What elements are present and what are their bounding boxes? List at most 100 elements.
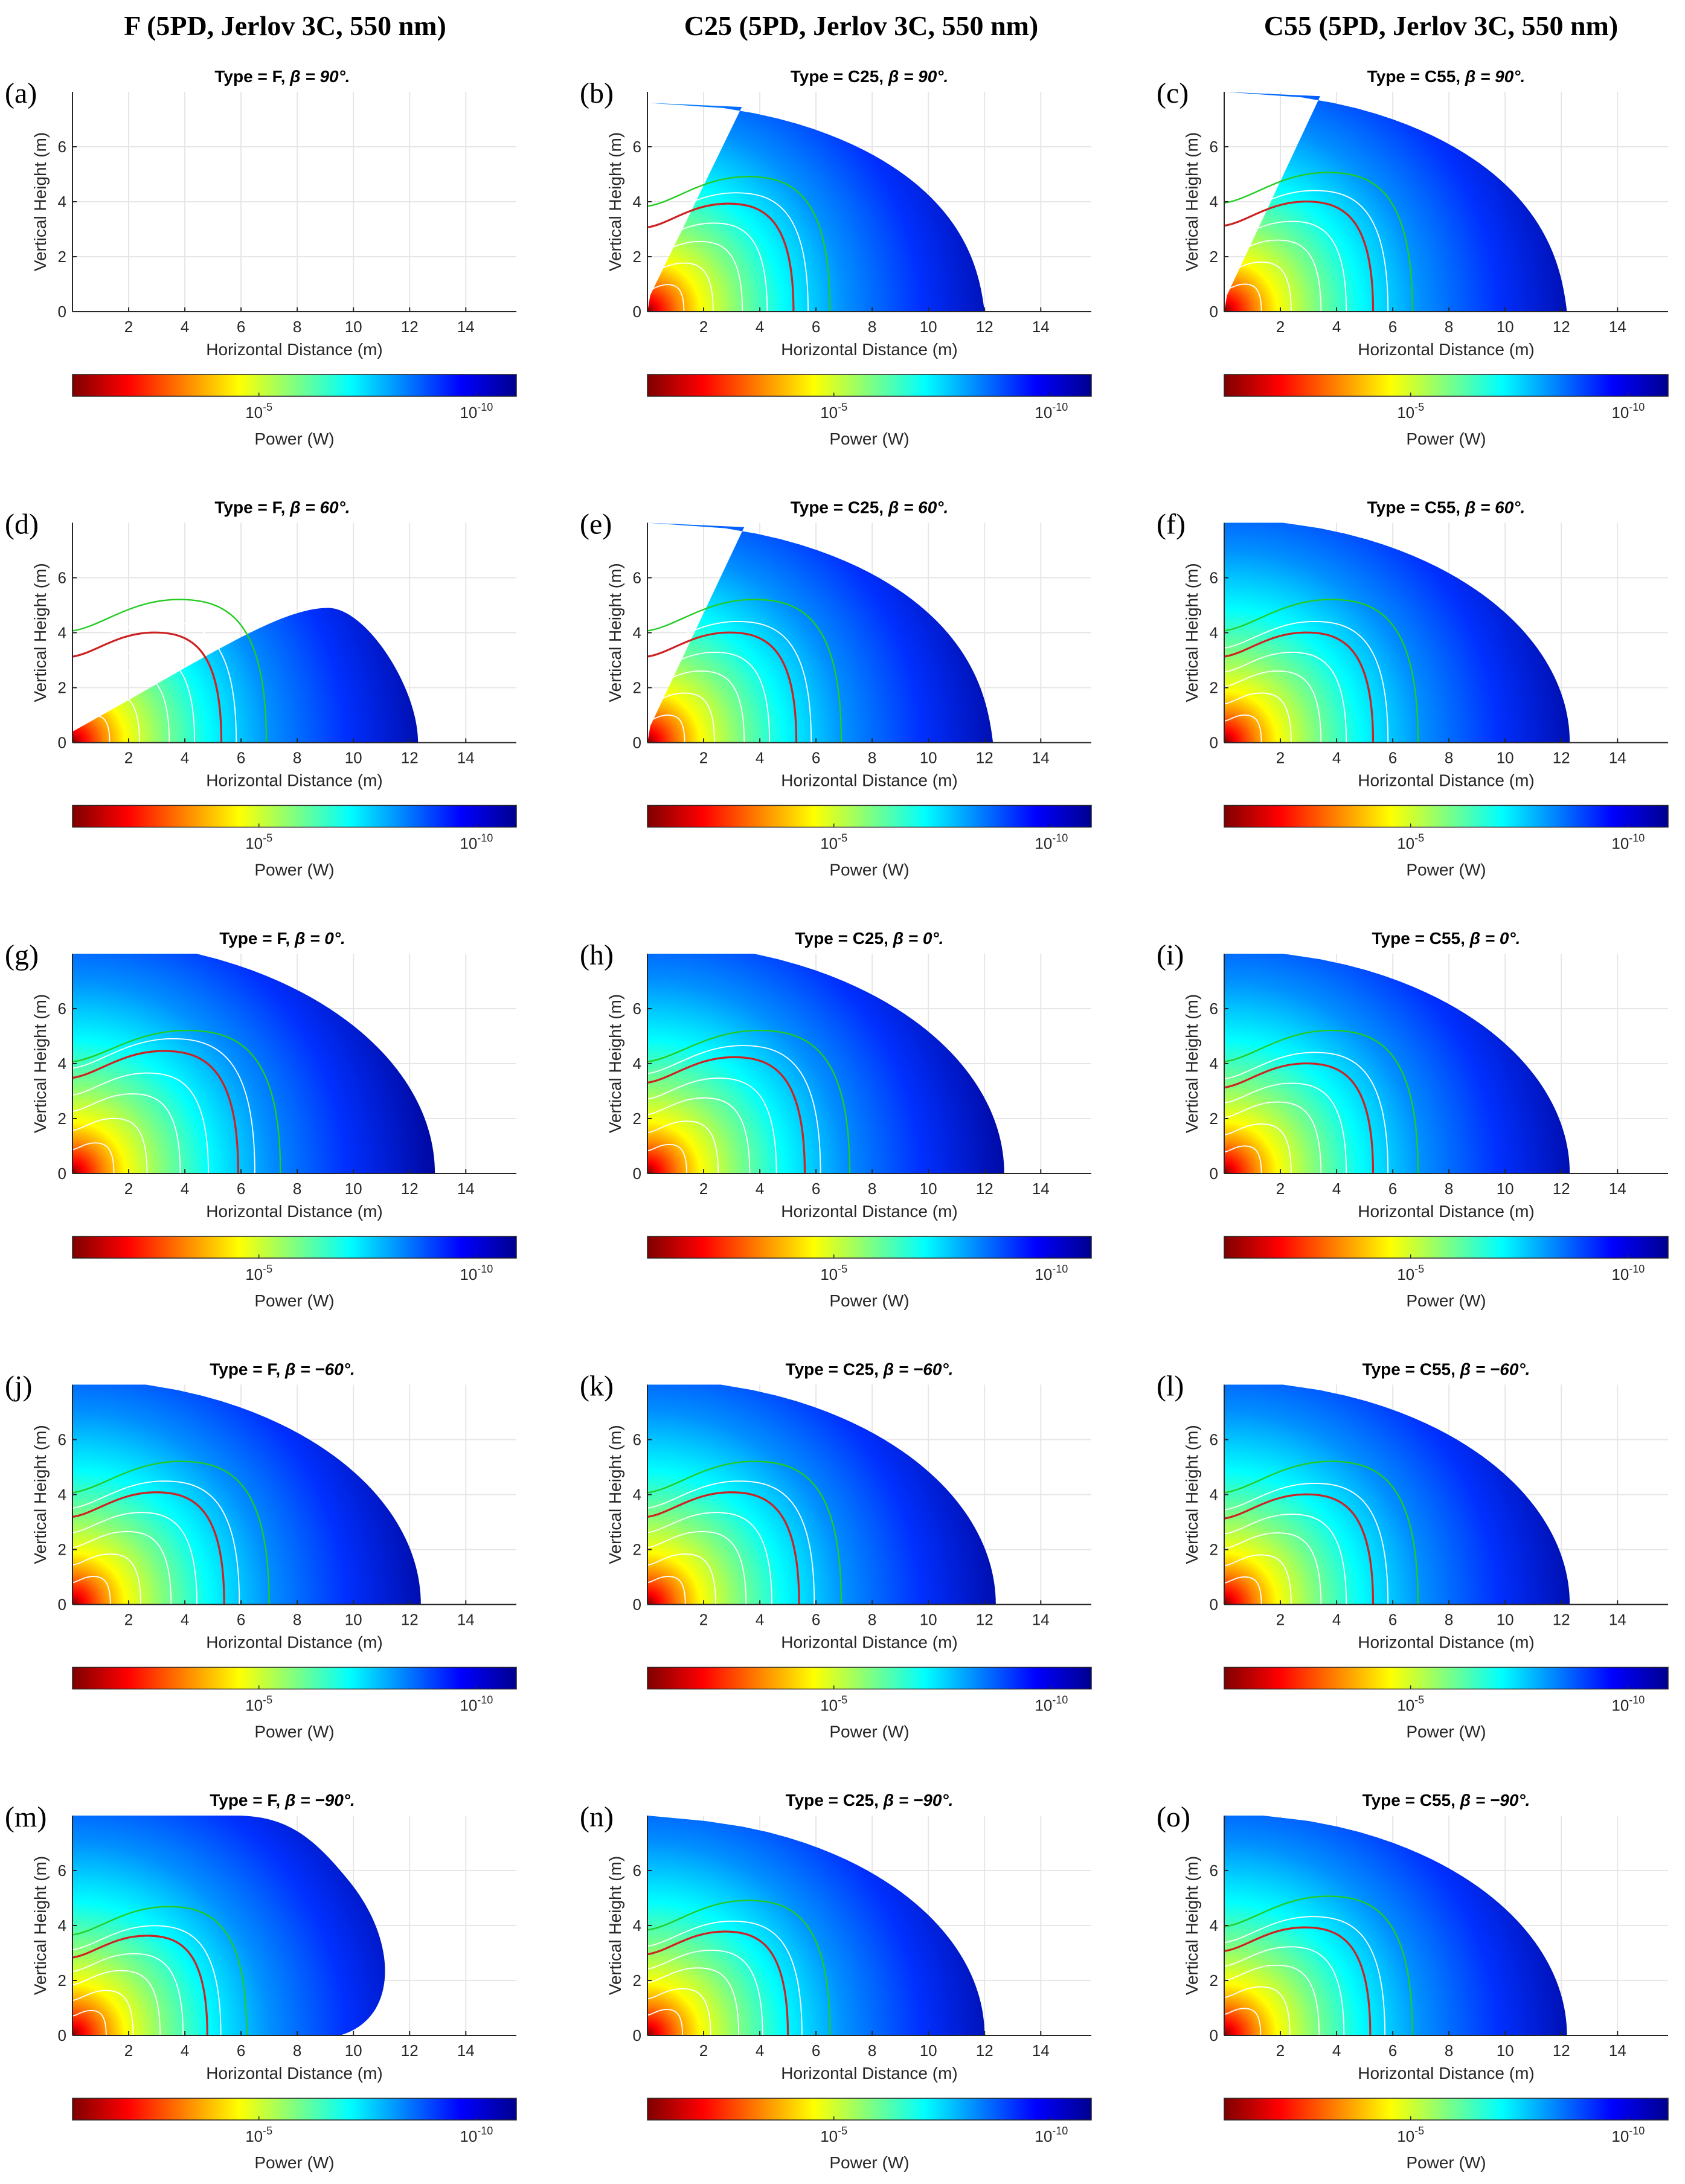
contour-white-3 xyxy=(1224,1084,1346,1174)
column-title-c55: C55 (5PD, Jerlov 3C, 550 nm) xyxy=(1264,10,1618,41)
colorbar-l xyxy=(1224,1666,1669,1690)
x-tick-label: 12 xyxy=(976,2041,993,2060)
y-tick-label: 6 xyxy=(58,138,66,156)
x-axis-label-a: Horizontal Distance (m) xyxy=(206,340,383,359)
x-tick-label: 2 xyxy=(124,749,133,767)
y-tick-label: 6 xyxy=(633,1431,641,1449)
coverage-area-c xyxy=(1224,92,1567,312)
contour-white-outer xyxy=(1224,621,1388,743)
x-tick-label: 4 xyxy=(181,749,189,767)
contour-white-outer xyxy=(72,621,236,743)
coverage-area-b xyxy=(647,103,985,312)
x-tick-label: 14 xyxy=(1609,1180,1626,1198)
panel-title-j: Type = F, β = −60°. xyxy=(210,1360,355,1379)
contour-red xyxy=(647,1932,788,2035)
contour-white-3 xyxy=(72,1512,197,1604)
x-axis-label-b: Horizontal Distance (m) xyxy=(781,340,958,359)
x-tick-label: 10 xyxy=(1497,318,1514,336)
contour-green xyxy=(1224,1897,1413,2035)
y-tick-label: 6 xyxy=(58,1431,66,1449)
x-tick-label: 6 xyxy=(812,318,820,336)
contour-white-1 xyxy=(647,1121,718,1174)
colorbar-tick-label: 10-5 xyxy=(1397,1263,1424,1283)
contour-white-2 xyxy=(647,1098,749,1174)
y-tick-label: 2 xyxy=(633,1541,641,1559)
y-axis-label-o: Vertical Height (m) xyxy=(1183,1856,1201,1995)
panel-label-n: (n) xyxy=(580,1801,614,1833)
panel-title-d: Type = F, β = 60°. xyxy=(214,498,350,517)
y-tick-label: 2 xyxy=(1210,248,1218,266)
x-tick-label: 8 xyxy=(868,1611,876,1629)
y-axis-label-k: Vertical Height (m) xyxy=(606,1425,624,1564)
x-tick-label: 12 xyxy=(976,1180,993,1198)
x-tick-label: 2 xyxy=(699,2041,708,2060)
x-tick-label: 4 xyxy=(181,1180,189,1198)
contour-red xyxy=(647,1492,799,1605)
x-tick-label: 4 xyxy=(181,1611,189,1629)
panel-label-f: (f) xyxy=(1157,509,1186,541)
coverage-area-d xyxy=(72,608,419,743)
x-tick-label: 6 xyxy=(1388,749,1397,767)
y-tick-label: 2 xyxy=(633,1110,641,1128)
y-axis-label-n: Vertical Height (m) xyxy=(606,1856,624,1995)
contour-white-0 xyxy=(647,1576,685,1604)
y-tick-label: 6 xyxy=(1210,1861,1218,1880)
grid-a xyxy=(72,92,516,312)
coverage-n xyxy=(647,1816,985,2035)
x-tick-label: 2 xyxy=(1276,2041,1285,2060)
x-tick-label: 14 xyxy=(1609,2041,1626,2060)
contour-white-3 xyxy=(72,652,194,742)
x-tick-label: 6 xyxy=(1388,2041,1397,2060)
x-tick-label: 14 xyxy=(1032,2041,1050,2060)
colorbar-tick-label: 10-10 xyxy=(460,832,493,853)
x-tick-label: 6 xyxy=(812,749,820,767)
colorbar-i xyxy=(1224,1236,1669,1259)
y-axis-label-b: Vertical Height (m) xyxy=(606,132,624,271)
x-axis-label-j: Horizontal Distance (m) xyxy=(206,1633,383,1652)
colorbar-tick-label: 10-10 xyxy=(1035,401,1068,422)
contour-green xyxy=(1224,1462,1418,1605)
x-axis-label-m: Horizontal Distance (m) xyxy=(206,2064,383,2083)
y-tick-label: 0 xyxy=(58,1596,66,1614)
colorbar-tick-label: 10-10 xyxy=(1611,1694,1645,1715)
y-tick-label: 4 xyxy=(1210,1916,1218,1935)
contour-white-1 xyxy=(1224,1987,1290,2035)
colorbar-tick-label: 10-10 xyxy=(460,1694,493,1715)
x-tick-label: 6 xyxy=(1388,318,1397,336)
colorbar-label-e: Power (W) xyxy=(829,861,909,879)
x-tick-label: 6 xyxy=(237,318,245,336)
y-tick-label: 0 xyxy=(1210,1596,1218,1614)
x-tick-label: 14 xyxy=(457,1611,475,1629)
y-tick-label: 0 xyxy=(633,1164,641,1183)
y-tick-label: 6 xyxy=(633,1000,641,1018)
contour-red xyxy=(647,632,797,742)
x-tick-label: 12 xyxy=(1553,2041,1570,2060)
contour-white-outer xyxy=(647,1481,814,1604)
contour-green xyxy=(72,1462,269,1605)
contour-green xyxy=(72,600,266,743)
contour-white-1 xyxy=(1224,1555,1291,1604)
contour-white-1 xyxy=(647,1989,711,2035)
contour-green xyxy=(647,600,841,743)
x-tick-label: 6 xyxy=(1388,1180,1397,1198)
contour-green xyxy=(1224,1030,1418,1174)
x-tick-label: 4 xyxy=(756,2041,764,2060)
x-tick-label: 8 xyxy=(868,318,876,336)
x-tick-label: 8 xyxy=(868,749,876,767)
x-tick-label: 8 xyxy=(868,1180,876,1198)
colorbar-c xyxy=(1224,374,1669,397)
colorbar-g xyxy=(72,1236,517,1259)
colorbar-tick-label: 10-10 xyxy=(1611,401,1645,422)
colorbar-label-m: Power (W) xyxy=(254,2153,334,2172)
contour-white-0 xyxy=(1224,2008,1260,2035)
y-tick-label: 6 xyxy=(633,1861,641,1880)
y-tick-label: 0 xyxy=(633,1596,641,1614)
colorbar-tick-label: 10-10 xyxy=(1611,832,1645,853)
x-tick-label: 8 xyxy=(1445,318,1453,336)
x-tick-label: 2 xyxy=(699,1611,708,1629)
panel-label-e: (e) xyxy=(580,509,612,541)
y-axis-label-f: Vertical Height (m) xyxy=(1183,563,1201,702)
y-tick-label: 2 xyxy=(58,248,66,266)
y-tick-label: 4 xyxy=(633,1055,641,1073)
column-title-f: F (5PD, Jerlov 3C, 550 nm) xyxy=(124,10,446,41)
